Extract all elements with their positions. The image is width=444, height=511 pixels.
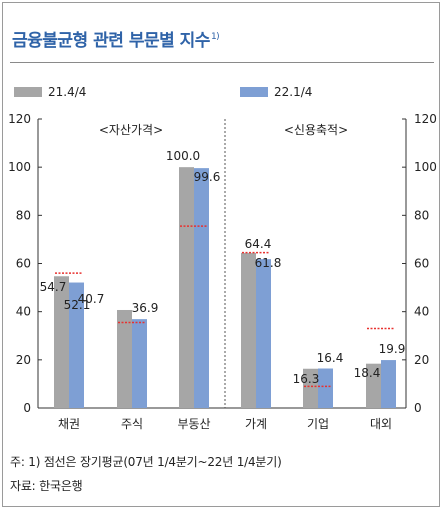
bar-series2: [132, 319, 147, 408]
legend-swatch-series1: [14, 87, 42, 97]
bar-series1: [117, 309, 132, 408]
data-label-series2: 16.4: [317, 351, 344, 365]
legend-label-series1: 21.4/4: [48, 85, 87, 99]
x-tick-label: 가계: [245, 417, 267, 431]
data-label-series1: 18.4: [354, 366, 381, 380]
title-divider: [10, 62, 434, 63]
data-label-series1: 16.3: [293, 372, 320, 386]
title-text: 금융불균형 관련 부문별 지수: [12, 31, 210, 51]
y-tick-label-left: 20: [16, 353, 31, 367]
y-tick-label-left: 0: [23, 401, 31, 415]
y-tick-label-right: 20: [414, 353, 429, 367]
bar-series2: [318, 368, 333, 408]
bar-series1: [179, 167, 194, 408]
y-tick-label-right: 100: [414, 160, 437, 174]
x-tick-label: 기업: [307, 417, 329, 431]
x-tick-label: 대외: [370, 417, 392, 431]
bar-series1: [303, 368, 318, 408]
data-label-series2: 19.9: [379, 342, 406, 356]
x-tick-label: 채권: [58, 417, 80, 431]
group-label-credit-accumulation: <신용축적>: [284, 123, 348, 137]
bar-series2: [256, 259, 271, 408]
y-tick-label-left: 80: [16, 208, 31, 222]
data-label-series2: 36.9: [132, 301, 159, 315]
y-tick-label-right: 120: [414, 112, 437, 126]
data-label-series1: 40.7: [78, 292, 105, 306]
y-tick-label-left: 120: [8, 112, 31, 126]
y-tick-label-left: 60: [16, 257, 31, 271]
group-label-asset-prices: <자산가격>: [99, 123, 163, 137]
data-label-series1: 64.4: [245, 237, 272, 251]
y-tick-label-right: 40: [414, 305, 429, 319]
chart-title: 금융불균형 관련 부문별 지수1): [12, 26, 220, 51]
footnote: 주: 1) 점선은 장기평균(07년 1/4분기~22년 1/4분기): [10, 455, 282, 469]
x-tick-label: 주식: [121, 417, 143, 431]
title-footnote-mark: 1): [210, 32, 220, 42]
y-tick-label-right: 80: [414, 208, 429, 222]
data-label-series1: 100.0: [166, 149, 200, 163]
legend-label-series2: 22.1/4: [274, 85, 313, 99]
data-label-series2: 61.8: [255, 256, 282, 270]
bar-series2: [69, 282, 84, 408]
y-tick-label-left: 100: [8, 160, 31, 174]
y-tick-label-left: 40: [16, 305, 31, 319]
legend-item-series2: 22.1/4: [240, 84, 312, 100]
y-tick-label-right: 60: [414, 257, 429, 271]
bar-series1: [54, 276, 69, 408]
data-label-series1: 54.7: [40, 280, 67, 294]
chart-frame: [2, 2, 440, 507]
y-tick-label-right: 0: [414, 401, 422, 415]
data-label-series2: 99.6: [194, 170, 221, 184]
x-tick-label: 부동산: [177, 417, 210, 431]
bar-series1: [366, 363, 381, 408]
bar-series2: [194, 168, 209, 408]
bar-series1: [241, 252, 256, 408]
legend-swatch-series2: [240, 87, 268, 97]
bar-series2: [381, 360, 396, 408]
legend-item-series1: 21.4/4: [14, 84, 86, 100]
data-label-series2: 52.1: [64, 298, 91, 312]
source-note: 자료: 한국은행: [10, 479, 83, 493]
